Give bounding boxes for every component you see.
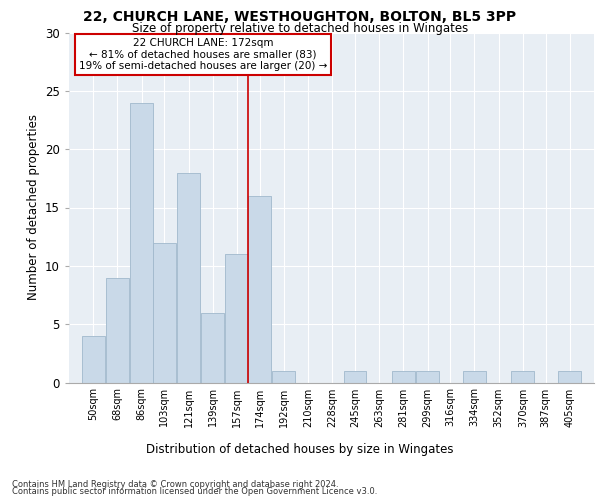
Bar [177, 172, 200, 382]
Bar [511, 371, 535, 382]
Bar [201, 312, 224, 382]
Bar [463, 371, 486, 382]
Bar [344, 371, 367, 382]
Text: Contains public sector information licensed under the Open Government Licence v3: Contains public sector information licen… [12, 487, 377, 496]
Text: Contains HM Land Registry data © Crown copyright and database right 2024.: Contains HM Land Registry data © Crown c… [12, 480, 338, 489]
Bar [272, 371, 295, 382]
Text: 22, CHURCH LANE, WESTHOUGHTON, BOLTON, BL5 3PP: 22, CHURCH LANE, WESTHOUGHTON, BOLTON, B… [83, 10, 517, 24]
Bar [106, 278, 129, 382]
Bar [82, 336, 104, 382]
Y-axis label: Number of detached properties: Number of detached properties [26, 114, 40, 300]
Text: 22 CHURCH LANE: 172sqm
← 81% of detached houses are smaller (83)
19% of semi-det: 22 CHURCH LANE: 172sqm ← 81% of detached… [79, 38, 327, 71]
Bar [130, 102, 153, 382]
Text: Size of property relative to detached houses in Wingates: Size of property relative to detached ho… [132, 22, 468, 35]
Bar [392, 371, 415, 382]
Bar [153, 242, 176, 382]
Bar [416, 371, 439, 382]
Bar [248, 196, 271, 382]
Bar [559, 371, 581, 382]
Bar [226, 254, 248, 382]
Text: Distribution of detached houses by size in Wingates: Distribution of detached houses by size … [146, 442, 454, 456]
